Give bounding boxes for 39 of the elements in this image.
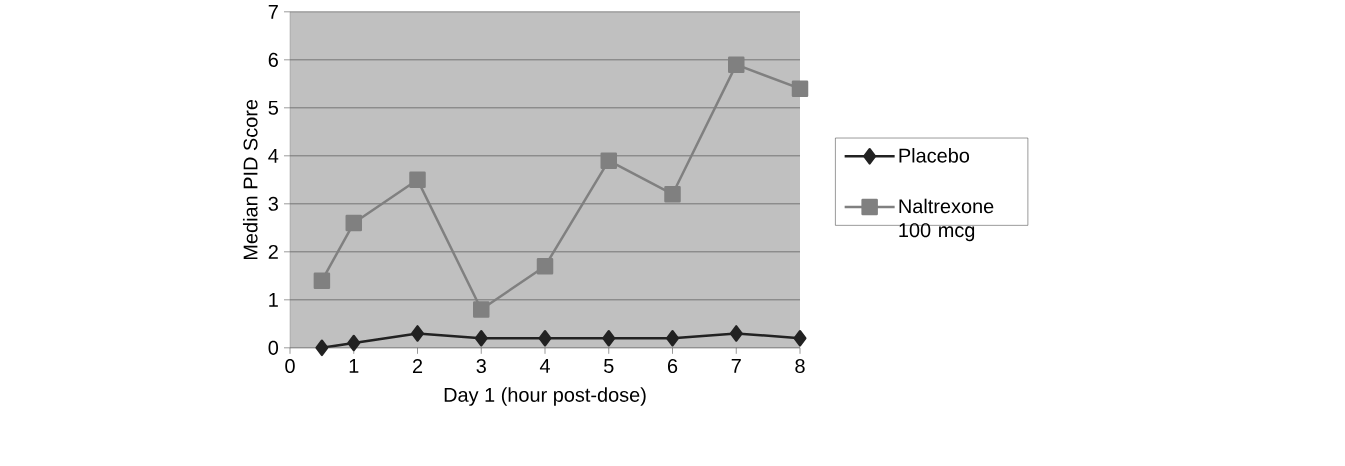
x-tick-label: 1 <box>349 359 359 373</box>
legend-label: Naltrexone 100 mcg <box>899 198 994 242</box>
point <box>347 334 361 352</box>
point <box>315 339 329 357</box>
point <box>474 330 488 347</box>
x-tick-label: 0 <box>285 359 295 374</box>
x-tick-label: 7 <box>731 359 741 373</box>
point <box>411 325 425 342</box>
point <box>538 330 552 347</box>
x-tick-label: 2 <box>412 359 423 373</box>
point <box>793 330 807 347</box>
point <box>666 330 680 347</box>
point <box>602 330 616 347</box>
point <box>791 80 809 97</box>
legend-label: Placebo <box>899 148 970 163</box>
point <box>729 325 743 342</box>
point <box>536 258 554 275</box>
x-tick-label: 6 <box>667 359 678 374</box>
point <box>409 171 426 189</box>
x-tick-label: 5 <box>604 359 614 373</box>
y-tick-label: 7 <box>268 5 278 19</box>
point <box>313 272 331 289</box>
y-axis-title: Median PID Score <box>242 99 258 260</box>
x-tick-label: 8 <box>795 359 805 374</box>
point <box>473 301 490 318</box>
y-tick-label: 4 <box>268 149 279 163</box>
x-tick-label: 3 <box>476 359 486 374</box>
point <box>345 214 363 232</box>
y-tick-label: 6 <box>268 52 278 67</box>
x-axis-title: Day 1 (hour post-dose) <box>444 387 646 406</box>
point <box>728 56 745 73</box>
y-tick-label: 2 <box>268 244 278 259</box>
y-tick-label: 0 <box>268 340 279 355</box>
y-tick-label: 3 <box>268 196 278 211</box>
y-tick-label: 1 <box>269 293 278 307</box>
point <box>600 152 618 169</box>
point <box>664 186 681 203</box>
x-tick-label: 4 <box>539 359 550 373</box>
y-tick-label: 5 <box>268 100 278 115</box>
